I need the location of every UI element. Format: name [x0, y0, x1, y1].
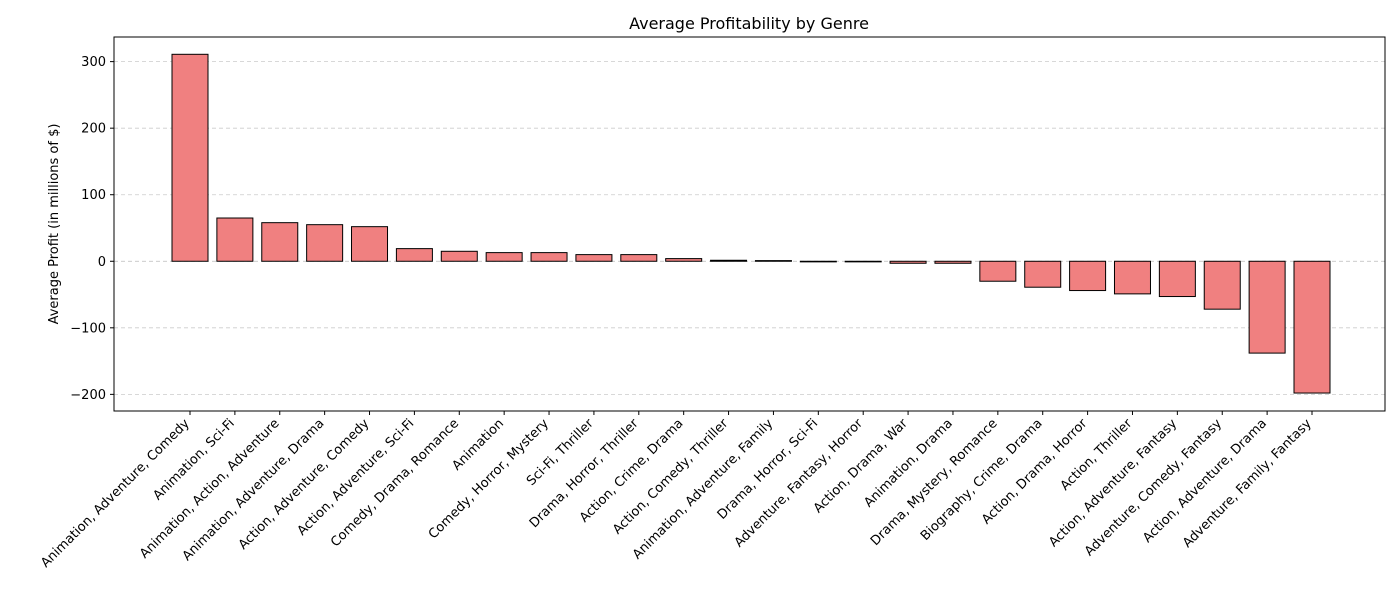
y-axis-ticks: −200 −100 0 100 200 300	[70, 55, 114, 403]
y-axis-label: Average Profit (in millions of $)	[47, 124, 62, 325]
bar	[1203, 260, 1241, 310]
bar	[1158, 260, 1196, 298]
bar	[530, 252, 568, 262]
bar	[440, 250, 478, 262]
bar	[1113, 260, 1151, 295]
y-tick-label: 0	[98, 255, 106, 270]
bar	[889, 260, 927, 264]
bar	[620, 254, 658, 262]
bar	[261, 222, 299, 262]
bar	[1024, 260, 1062, 288]
bar	[171, 53, 209, 262]
bar	[395, 248, 433, 262]
bar	[485, 252, 523, 262]
bar	[844, 260, 882, 263]
y-tick-label: −100	[70, 321, 106, 336]
chart-title: Average Profitability by Genre	[629, 14, 869, 33]
y-tick-label: 300	[81, 55, 106, 70]
plot-frame	[113, 36, 1386, 412]
bar	[799, 260, 837, 263]
y-tick-label: 200	[81, 122, 106, 137]
bar	[1293, 260, 1331, 394]
bar	[575, 254, 613, 262]
bar	[754, 260, 792, 262]
bar	[1069, 260, 1107, 292]
bar	[665, 258, 703, 262]
x-tick-label: Animation, Sci-Fi	[150, 416, 237, 503]
bar	[351, 226, 389, 262]
bar	[934, 260, 972, 264]
y-tick-label: 100	[81, 188, 106, 203]
bar	[979, 260, 1017, 282]
y-tick-label: −200	[70, 388, 106, 403]
bars	[171, 53, 1331, 394]
bar	[1248, 260, 1286, 354]
bar	[306, 224, 344, 262]
grid-lines	[114, 61, 1385, 395]
bar	[710, 259, 748, 262]
bar	[216, 217, 254, 262]
